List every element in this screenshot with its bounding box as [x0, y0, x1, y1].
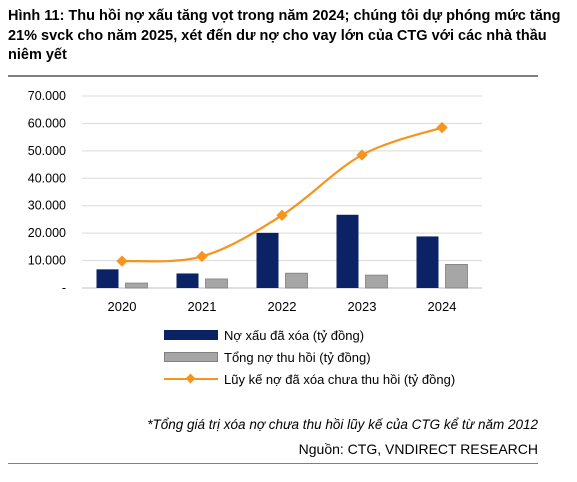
bar-total-recovered	[205, 278, 228, 289]
legend-swatch-orange-line	[164, 374, 218, 384]
y-tick-label: -	[62, 281, 66, 295]
x-tick-label: 2024	[428, 299, 457, 314]
line-point-marker	[356, 149, 368, 161]
x-tick-label: 2021	[188, 299, 217, 314]
line-point-marker	[276, 209, 288, 221]
y-tick-label: 40.000	[28, 171, 66, 185]
bar-bad-debt-written-off	[176, 273, 199, 288]
legend-label: Lũy kế nợ đã xóa chưa thu hồi (tỷ đồng)	[224, 371, 456, 387]
legend-swatch-navy	[164, 330, 218, 340]
legend-item-bad-debt-written-off: Nợ xấu đã xóa (tỷ đồng)	[164, 324, 455, 346]
bar-bad-debt-written-off	[256, 232, 279, 288]
y-tick-label: 70.000	[28, 89, 66, 103]
legend-item-total-recovered: Tổng nợ thu hồi (tỷ đồng)	[164, 346, 455, 368]
y-tick-label: 10.000	[28, 254, 66, 268]
x-tick-label: 2023	[348, 299, 377, 314]
bar-total-recovered	[365, 274, 388, 289]
y-tick-label: 60.000	[28, 116, 66, 130]
line-point-marker	[116, 255, 128, 267]
legend: Nợ xấu đã xóa (tỷ đồng) Tổng nợ thu hồi …	[164, 324, 455, 390]
bar-bad-debt-written-off	[416, 236, 439, 288]
y-tick-label: 30.000	[28, 199, 66, 213]
y-tick-label: 20.000	[28, 226, 66, 240]
legend-label: Tổng nợ thu hồi (tỷ đồng)	[224, 349, 371, 365]
legend-label: Nợ xấu đã xóa (tỷ đồng)	[224, 327, 365, 343]
figure-title: Hình 11: Thu hồi nợ xấu tăng vọt trong n…	[8, 8, 561, 63]
bar-bad-debt-written-off	[336, 214, 359, 288]
chart: - 10.000 20.000 30.000 40.000 50.000 60.000 70.…	[28, 89, 482, 314]
footnote: *Tổng giá trị xóa nợ chưa thu hồi lũy kế…	[147, 417, 538, 432]
bottom-divider	[8, 463, 538, 464]
bar-bad-debt-written-off	[96, 269, 119, 288]
bar-total-recovered	[445, 264, 468, 289]
title-divider	[8, 75, 538, 77]
bar-total-recovered	[285, 272, 308, 289]
line-point-marker	[196, 250, 208, 263]
source-note: Nguồn: CTG, VNDIRECT RESEARCH	[298, 441, 538, 457]
x-tick-label: 2020	[108, 299, 137, 314]
x-tick-label: 2022	[268, 299, 297, 314]
y-tick-label: 50.000	[28, 144, 66, 158]
bar-total-recovered	[125, 282, 148, 289]
legend-swatch-gray	[164, 352, 218, 362]
line-cumulative-unrecovered	[121, 126, 443, 263]
legend-item-cumulative-unrecovered: Lũy kế nợ đã xóa chưa thu hồi (tỷ đồng)	[164, 368, 455, 390]
